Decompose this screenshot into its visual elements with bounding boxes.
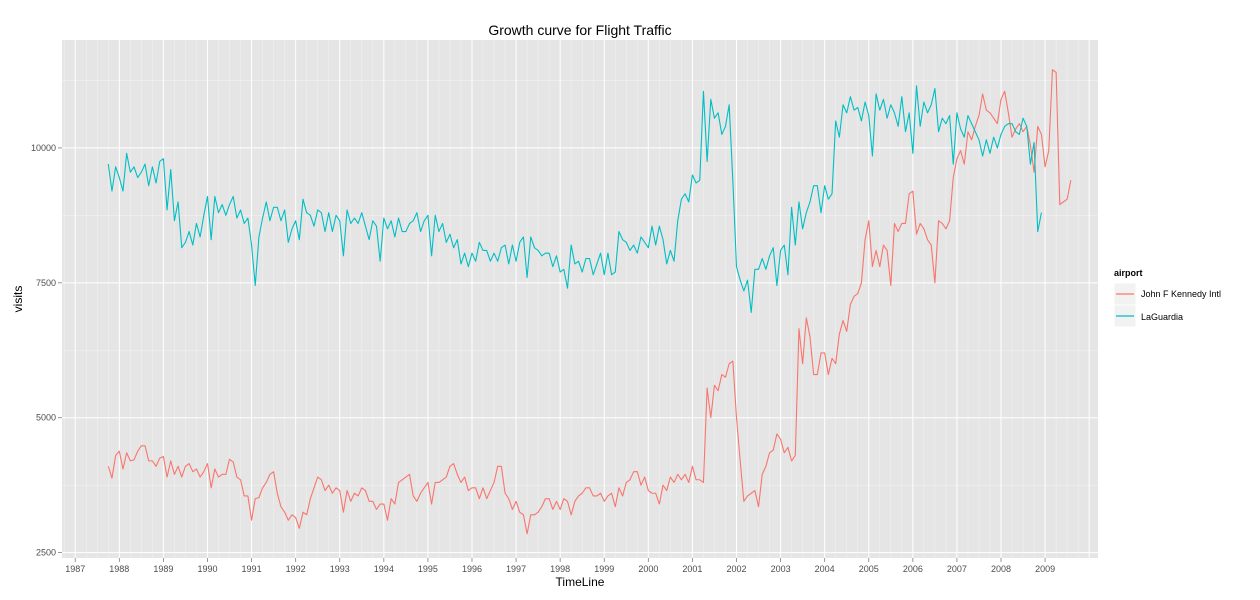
plot-panel [62, 40, 1098, 558]
y-tick-label: 7500 [36, 278, 56, 288]
major-gridlines-y [62, 147, 1098, 554]
x-tick-label: 2000 [638, 564, 658, 574]
x-tick-label: 2007 [947, 564, 967, 574]
series-line-laguardia [107, 85, 1042, 314]
minor-gridlines-y [62, 80, 1098, 486]
y-tick-label: 10000 [31, 143, 56, 153]
legend-label-laguardia: LaGuardia [1141, 312, 1183, 322]
x-tick-label: 2009 [1035, 564, 1055, 574]
series-line-john-f-kennedy-intl [107, 69, 1072, 535]
y-tick-label: 5000 [36, 413, 56, 423]
x-axis-title: TimeLine [556, 575, 605, 589]
x-tick-label: 2008 [991, 564, 1011, 574]
x-tick-label: 1994 [374, 564, 394, 574]
x-tick-label: 2002 [726, 564, 746, 574]
minor-gridlines-x [63, 40, 1079, 558]
x-tick-label: 1995 [418, 564, 438, 574]
y-axis-title: visits [11, 286, 25, 313]
chart-title: Growth curve for Flight Traffic [488, 22, 671, 38]
legend: airport John F Kennedy Intl LaGuardia [1113, 268, 1221, 328]
legend-title: airport [1114, 268, 1143, 278]
x-tick-label: 2003 [771, 564, 791, 574]
x-tick-label: 1991 [242, 564, 262, 574]
x-tick-label: 1990 [197, 564, 217, 574]
y-tick-label: 2500 [36, 548, 56, 558]
x-tick-label: 1993 [330, 564, 350, 574]
legend-label-john-f-kennedy-intl: John F Kennedy Intl [1141, 289, 1221, 299]
x-tick-label: 1988 [109, 564, 129, 574]
y-axis-ticks: 2500 5000 7500 10000 [31, 143, 62, 558]
major-gridlines-x [74, 40, 1090, 558]
x-tick-label: 2005 [859, 564, 879, 574]
x-tick-label: 1997 [506, 564, 526, 574]
x-tick-label: 2001 [682, 564, 702, 574]
x-axis-ticks: 1987 1988 1989 1990 1991 1992 1993 1994 1995 1996… [65, 558, 1055, 574]
x-tick-label: 1989 [153, 564, 173, 574]
x-tick-label: 1996 [462, 564, 482, 574]
x-tick-label: 2004 [815, 564, 835, 574]
x-tick-label: 1987 [65, 564, 85, 574]
series-lines [107, 69, 1072, 535]
x-tick-label: 1992 [286, 564, 306, 574]
x-tick-label: 2006 [903, 564, 923, 574]
x-tick-label: 1998 [550, 564, 570, 574]
x-tick-label: 1999 [594, 564, 614, 574]
